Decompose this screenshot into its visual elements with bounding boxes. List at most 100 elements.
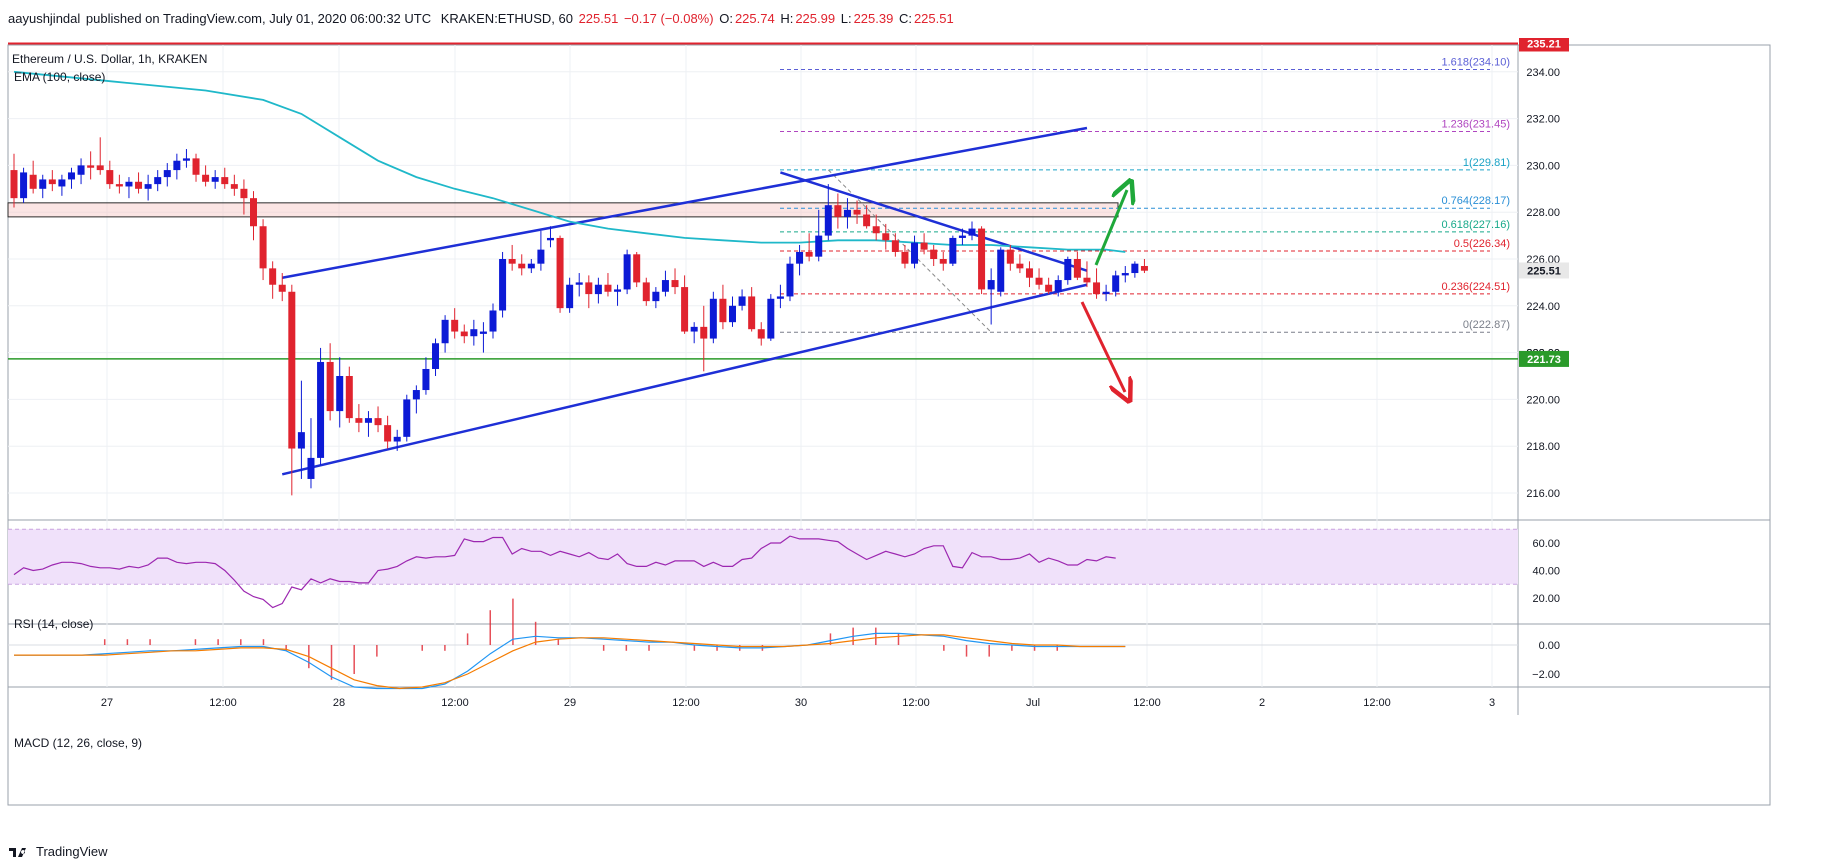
candle-body <box>106 170 114 185</box>
author-name[interactable]: aayushjindal <box>8 11 81 26</box>
candle-body <box>566 284 574 309</box>
candle-body <box>786 263 794 297</box>
candle-body <box>968 228 976 236</box>
resistance-price-tag <box>1519 38 1569 52</box>
candle-body <box>96 165 104 171</box>
candle-body <box>709 298 717 339</box>
candle-body <box>460 331 468 337</box>
candle-body <box>604 284 612 292</box>
rsi-line <box>13 535 1116 609</box>
rsi-label: RSI (14, close) <box>14 617 93 631</box>
candle-body <box>1006 249 1014 264</box>
rsi-band <box>8 529 1518 585</box>
grid <box>8 45 1770 715</box>
fibonacci-levels: 1.618(234.10) 1.236(231.45) 1(229.81) 0.764… <box>780 56 1511 333</box>
chart-area[interactable]: 1.618(234.10) 1.236(231.45) 1(229.81) 0.764… <box>0 38 1828 838</box>
candle-body <box>585 282 593 295</box>
candle-body <box>614 289 622 292</box>
candle-body <box>652 291 660 302</box>
candle-body <box>364 418 372 423</box>
candle-body <box>757 329 765 339</box>
candle-body <box>422 368 430 391</box>
candle-body <box>307 457 315 479</box>
tradingview-logo-icon <box>9 848 26 857</box>
candle-body <box>863 214 871 227</box>
resistance-price-text: 235.21 <box>1527 38 1561 50</box>
candle-body <box>345 376 353 419</box>
candle-body <box>1073 259 1081 278</box>
candle-body <box>39 179 47 189</box>
time-tick: Jul <box>1026 697 1040 709</box>
candle-body <box>556 237 564 309</box>
last-price-tag <box>1519 262 1569 279</box>
candle-body <box>20 172 28 199</box>
candle-body <box>192 158 200 175</box>
last-price-text: 225.51 <box>1527 265 1561 277</box>
candle-body <box>269 268 277 285</box>
fib-level-label: 0.764(228.17) <box>1442 195 1511 207</box>
macd-pane: 0.00 −2.00 <box>8 598 1560 690</box>
candle-body <box>499 259 507 311</box>
support-price-text: 221.73 <box>1527 354 1561 366</box>
time-axis: 27 12:00 28 12:00 29 12:00 30 12:00 Jul 12:00 2 12:… <box>101 697 1495 709</box>
time-tick: 12:00 <box>672 697 700 709</box>
price-tick: 232.00 <box>1526 114 1560 126</box>
published-text: published on TradingView.com, July 01, 2… <box>85 11 432 26</box>
candle-body <box>623 254 631 290</box>
candle-body <box>355 418 363 423</box>
candle-body <box>1131 263 1139 274</box>
time-tick: 27 <box>101 697 113 709</box>
candle-body <box>661 280 669 292</box>
candle-body <box>824 205 832 236</box>
candle-body <box>479 331 487 334</box>
candle-body <box>412 390 420 400</box>
time-tick: 2 <box>1259 697 1265 709</box>
candle-body <box>317 361 325 458</box>
candle-body <box>326 361 334 412</box>
candle-body <box>1016 263 1024 269</box>
candle-body <box>729 305 736 323</box>
horizontal-levels <box>8 42 1518 360</box>
trend-line <box>282 126 1088 279</box>
price-tick: 220.00 <box>1526 394 1560 406</box>
open-value: 225.74 <box>734 11 775 26</box>
candle-body <box>336 376 344 412</box>
fib-level-label: 0(222.87) <box>1463 319 1510 331</box>
candle-body <box>997 249 1005 292</box>
candle-body <box>815 235 823 257</box>
candle-body <box>930 249 938 259</box>
time-tick: 29 <box>564 697 576 709</box>
candle-body <box>633 254 641 283</box>
candle-body <box>872 226 880 234</box>
close-value: 225.51 <box>913 11 954 26</box>
symbol-text: KRAKEN:ETHUSD, 60 <box>440 11 573 26</box>
rsi-tick: 40.00 <box>1532 566 1560 578</box>
candle-body <box>546 237 554 241</box>
candle-body <box>250 198 257 227</box>
rsi-pane: 20.00 40.00 60.00 <box>8 528 1560 609</box>
bearish-arrow <box>1080 301 1125 392</box>
candle-body <box>403 399 411 437</box>
bullish-arrow <box>1094 190 1127 266</box>
price-tick: 218.00 <box>1526 441 1560 453</box>
candle-body <box>451 319 459 332</box>
time-tick: 12:00 <box>902 697 930 709</box>
candle-body <box>738 296 746 306</box>
candle-body <box>949 237 957 264</box>
candle-body <box>853 209 861 215</box>
footer-brand[interactable]: TradingView <box>36 844 108 859</box>
resistance-zone-box <box>7 202 1119 218</box>
fib-level-label: 1(229.81) <box>1463 157 1510 169</box>
footer: TradingView <box>8 840 108 864</box>
low-label: L: <box>840 11 852 26</box>
candle-body <box>67 172 75 180</box>
time-tick: 12:00 <box>209 697 237 709</box>
candle-body <box>642 282 650 302</box>
candle-body <box>719 298 727 323</box>
candle-body <box>1121 273 1129 276</box>
candle-body <box>748 296 756 330</box>
candle-body <box>1045 284 1053 292</box>
candle-body <box>230 184 238 189</box>
candle-body <box>939 259 947 264</box>
time-tick: 12:00 <box>1363 697 1391 709</box>
